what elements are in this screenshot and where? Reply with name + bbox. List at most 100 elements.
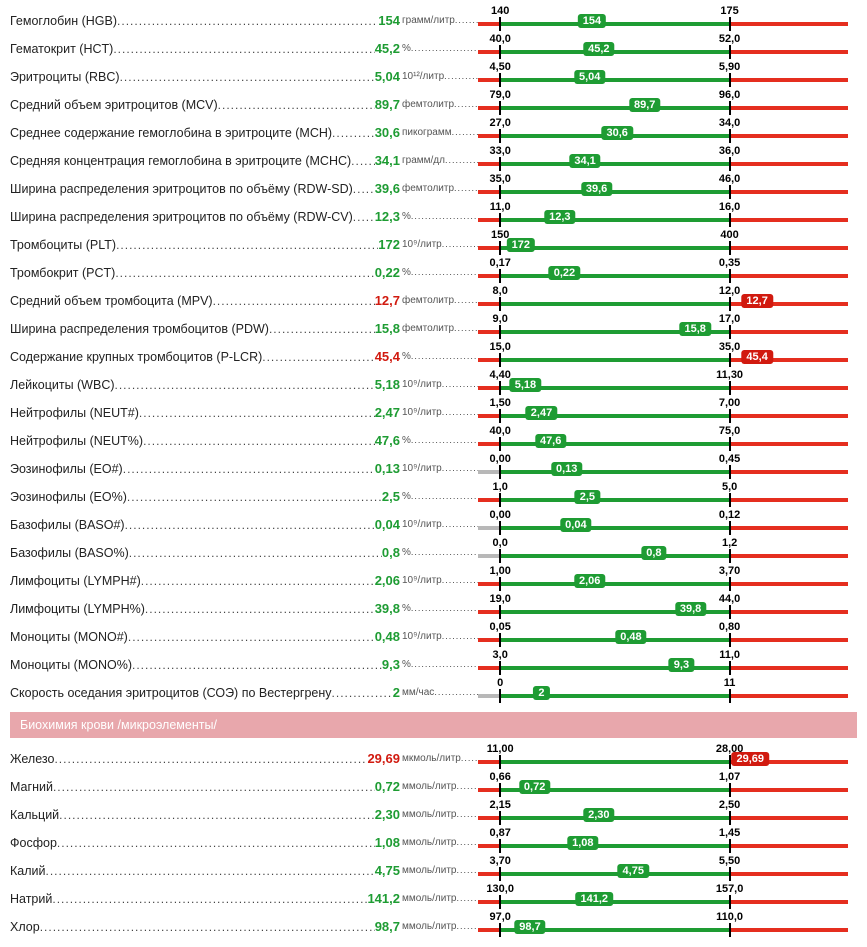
range-chart: 1,05,02,5 — [478, 483, 848, 509]
param-unit: ммоль/литр..............................… — [400, 809, 478, 820]
tick-low — [499, 661, 501, 675]
param-unit: фемтолитр...............................… — [400, 295, 478, 306]
result-label: Ширина распределения эритроцитов по объё… — [10, 181, 400, 196]
range-chart: 140175154 — [478, 7, 848, 33]
result-row: Кальций.................................… — [10, 800, 857, 828]
range-chart: 40,075,047,6 — [478, 427, 848, 453]
tick-label-high: 46,0 — [719, 173, 740, 185]
bar-normal — [500, 844, 729, 848]
param-value: 0,22 — [375, 265, 400, 280]
result-label: Содержание крупных тромбоцитов (P-LCR)..… — [10, 349, 400, 364]
param-value: 5,18 — [375, 377, 400, 392]
tick-label-low: 15,0 — [489, 341, 510, 353]
bar-normal — [500, 78, 729, 82]
param-value: 89,7 — [375, 97, 400, 112]
range-chart: 27,034,030,6 — [478, 119, 848, 145]
value-marker: 2,30 — [583, 808, 614, 822]
bar-high — [730, 554, 848, 558]
bar-low — [478, 872, 500, 876]
param-name: Железо — [10, 752, 54, 766]
tick-label-high: 17,0 — [719, 313, 740, 325]
tick-high — [729, 633, 731, 647]
bar-high — [730, 274, 848, 278]
value-marker: 12,3 — [544, 210, 575, 224]
tick-label-low: 8,0 — [493, 285, 508, 297]
tick-label-low: 40,0 — [489, 425, 510, 437]
tick-label-low: 0,00 — [489, 453, 510, 465]
param-unit: 10¹²/литр...............................… — [400, 71, 478, 82]
range-chart: 0,050,800,48 — [478, 623, 848, 649]
param-value: 98,7 — [375, 919, 400, 934]
bar-high — [730, 190, 848, 194]
param-name: Калий — [10, 864, 46, 878]
dot-leader: ........................................… — [53, 780, 375, 794]
dot-leader: ........................................… — [52, 892, 367, 906]
param-value: 0,13 — [375, 461, 400, 476]
param-unit: %.......................................… — [400, 211, 478, 222]
tick-label-high: 1,07 — [719, 771, 740, 783]
bar-normal — [500, 666, 729, 670]
param-value: 39,8 — [375, 601, 400, 616]
tick-label-low: 0,17 — [489, 257, 510, 269]
result-label: Тромбокрит (PCT)........................… — [10, 265, 400, 280]
result-row: Нейтрофилы (NEUT#)......................… — [10, 398, 857, 426]
dot-leader: ........................................… — [332, 686, 393, 700]
tick-label-high: 11 — [724, 677, 736, 689]
dot-leader: ........................................… — [353, 210, 375, 224]
tick-high — [729, 73, 731, 87]
result-label: Моноциты (MONO#)........................… — [10, 629, 400, 644]
tick-label-low: 140 — [491, 5, 509, 17]
bar-high — [730, 928, 848, 932]
section-header: Биохимия крови /микроэлементы/ — [10, 712, 857, 738]
bar-high — [730, 50, 848, 54]
value-marker: 15,8 — [679, 322, 710, 336]
bar-normal — [500, 498, 729, 502]
tick-label-high: 0,45 — [719, 453, 740, 465]
tick-label-high: 5,90 — [719, 61, 740, 73]
value-marker: 45,2 — [583, 42, 614, 56]
tick-low — [499, 269, 501, 283]
bar-normal — [500, 50, 729, 54]
bar-high — [730, 638, 848, 642]
tick-label-low: 35,0 — [489, 173, 510, 185]
bar-normal — [500, 22, 729, 26]
bar-high — [730, 470, 848, 474]
tick-low — [499, 381, 501, 395]
tick-low — [499, 839, 501, 853]
bar-normal — [500, 900, 729, 904]
param-unit: ммоль/литр..............................… — [400, 865, 478, 876]
bar-low — [478, 788, 500, 792]
value-marker: 98,7 — [514, 920, 545, 934]
param-name: Среднее содержание гемоглобина в эритроц… — [10, 126, 332, 140]
tick-label-low: 0,05 — [489, 621, 510, 633]
bar-normal — [500, 358, 729, 362]
param-name: Магний — [10, 780, 53, 794]
tick-label-low: 4,40 — [489, 369, 510, 381]
bar-high — [730, 78, 848, 82]
tick-label-high: 11,0 — [719, 649, 740, 661]
result-row: Тромбокрит (PCT)........................… — [10, 258, 857, 286]
tick-high — [729, 325, 731, 339]
value-marker: 5,18 — [510, 378, 541, 392]
bar-normal — [500, 816, 729, 820]
bar-normal — [500, 162, 729, 166]
tick-low — [499, 895, 501, 909]
tick-label-high: 11,30 — [716, 369, 743, 381]
bar-high — [730, 816, 848, 820]
param-name: Гемоглобин (HGB) — [10, 14, 117, 28]
result-row: Средняя концентрация гемоглобина в эритр… — [10, 146, 857, 174]
tick-label-high: 35,0 — [719, 341, 740, 353]
dot-leader: ........................................… — [40, 920, 375, 934]
value-marker: 2,47 — [526, 406, 557, 420]
range-chart: 4,505,905,04 — [478, 63, 848, 89]
bar-low — [478, 900, 500, 904]
tick-label-high: 16,0 — [719, 201, 740, 213]
tick-label-low: 0,00 — [489, 509, 510, 521]
param-unit: ммоль/литр..............................… — [400, 781, 478, 792]
result-row: Ширина распределения эритроцитов по объё… — [10, 202, 857, 230]
bar-normal — [500, 274, 729, 278]
bar-normal — [500, 526, 729, 530]
param-name: Базофилы (BASO#) — [10, 518, 125, 532]
tick-high — [729, 689, 731, 703]
param-name: Средний объем эритроцитов (MCV) — [10, 98, 218, 112]
